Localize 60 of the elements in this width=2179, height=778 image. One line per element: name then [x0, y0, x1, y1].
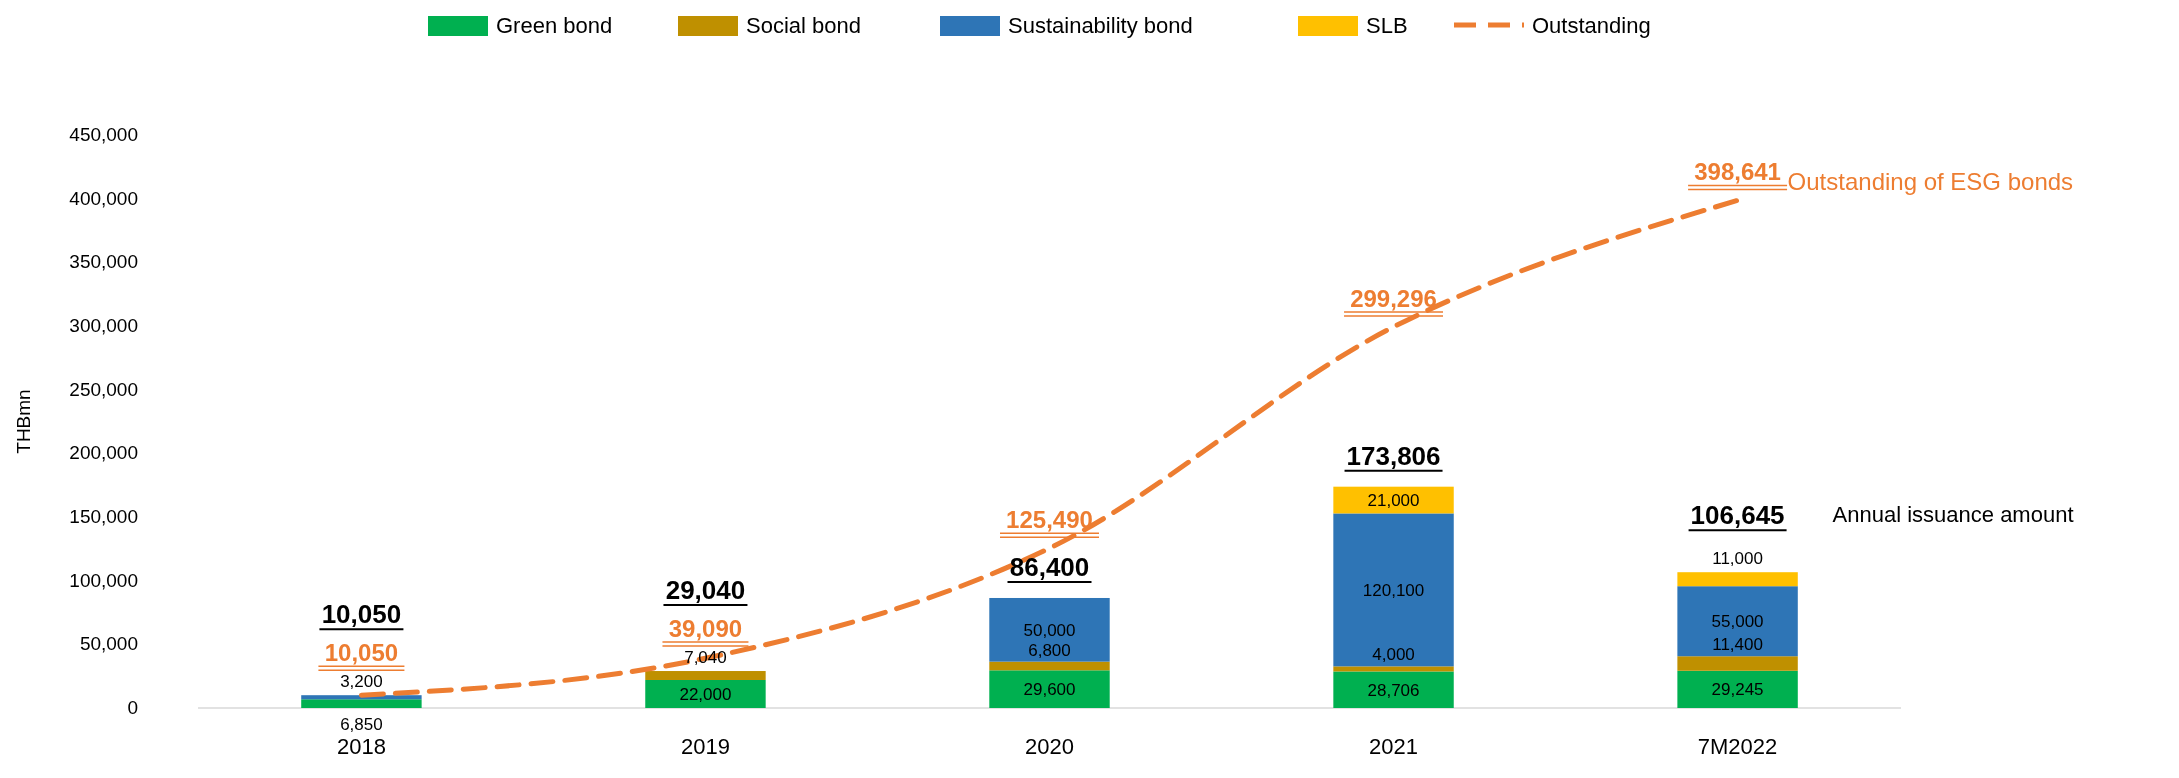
y-tick-label: 250,000 — [69, 378, 138, 400]
data-label: 39,090 — [668, 615, 743, 643]
y-axis-title: THBmn — [13, 389, 34, 454]
data-label: 11,000 — [1712, 549, 1763, 569]
data-label: 50,000 — [1023, 620, 1076, 640]
legend-label: Outstanding — [1532, 13, 1651, 38]
total-label: 173,806 — [1346, 440, 1441, 471]
bar — [1677, 670, 1798, 708]
y-tick-label: 350,000 — [69, 251, 138, 273]
x-tick-label: 2020 — [1025, 734, 1074, 759]
data-label: 29,600 — [1023, 680, 1076, 700]
data-label: 11,400 — [1712, 635, 1763, 655]
bar — [989, 597, 1110, 662]
bar — [1333, 666, 1454, 672]
total-label: 86,400 — [1009, 551, 1090, 582]
data-label: 398,641 — [1694, 158, 1781, 186]
data-label: 120,100 — [1362, 580, 1425, 600]
data-label: 3,200 — [340, 672, 383, 692]
data-label: 125,490 — [1006, 506, 1093, 534]
y-tick-label: 50,000 — [79, 633, 138, 655]
legend-label: Social bond — [746, 13, 861, 38]
x-tick-label: 2019 — [680, 734, 730, 759]
data-label: 10,050 — [321, 599, 402, 630]
bar — [1677, 656, 1798, 671]
data-label: 29,245 — [1711, 680, 1764, 700]
legend-label: SLB — [1366, 13, 1408, 38]
y-tick-label: 200,000 — [69, 442, 138, 464]
x-tick-label: 2018 — [336, 734, 386, 759]
annotation: Outstanding of ESG bonds — [1787, 168, 2074, 196]
annotation: Annual issuance amount — [1832, 502, 2074, 528]
data-label: 55,000 — [1711, 612, 1764, 632]
bar — [1677, 572, 1798, 587]
y-tick-label: 400,000 — [69, 187, 138, 209]
bar — [989, 670, 1110, 708]
data-label: 21,000 — [1367, 491, 1420, 511]
legend-label: Green bond — [496, 13, 613, 38]
y-tick-label: 150,000 — [69, 506, 138, 527]
y-tick-label: 100,000 — [69, 569, 138, 591]
y-tick-label: 0 — [127, 697, 138, 718]
x-tick-label: 7M2022 — [1697, 734, 1778, 759]
total-label: 106,645 — [1690, 500, 1785, 531]
bar — [1677, 586, 1798, 657]
y-tick-label: 300,000 — [69, 315, 138, 336]
data-label: 4,000 — [1372, 645, 1415, 665]
bar — [1333, 671, 1454, 708]
legend-label: Sustainability bond — [1008, 13, 1193, 38]
data-label: 6,850 — [340, 715, 383, 734]
data-label: 22,000 — [679, 684, 732, 704]
x-tick-label: 2021 — [1369, 734, 1419, 759]
bar — [645, 671, 766, 680]
data-label: 6,800 — [1028, 640, 1071, 660]
total-label: 10,050 — [324, 639, 399, 667]
y-tick-label: 450,000 — [69, 124, 138, 145]
bar — [645, 679, 766, 708]
data-label: 28,706 — [1367, 680, 1420, 700]
bar — [989, 661, 1110, 671]
bar — [301, 699, 422, 708]
total-label: 29,040 — [665, 575, 746, 606]
bar — [1333, 513, 1454, 667]
data-label: 299,296 — [1350, 284, 1437, 312]
